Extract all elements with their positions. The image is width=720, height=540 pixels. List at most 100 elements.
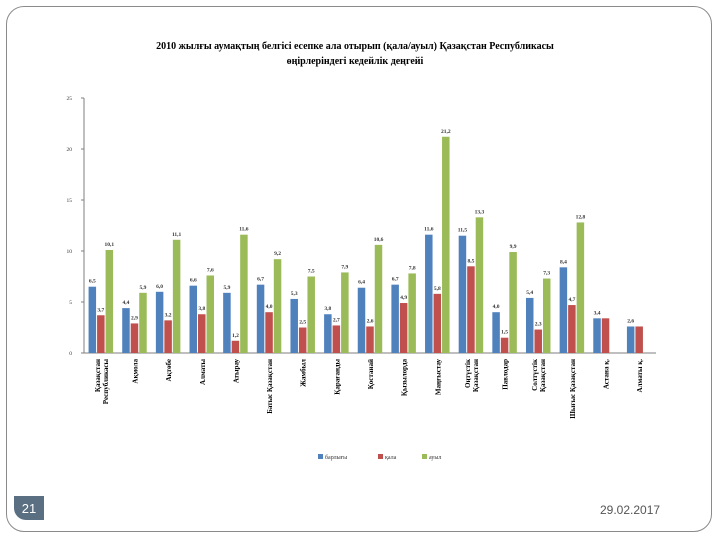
bar-ауыл bbox=[172, 239, 181, 353]
legend-swatch-барлығы bbox=[318, 454, 323, 459]
bar-ауыл bbox=[307, 276, 315, 353]
y-tick-label: 15 bbox=[67, 198, 73, 204]
data-label-қала: 4,9 bbox=[400, 295, 407, 301]
data-label-ауыл: 9,9 bbox=[510, 244, 517, 250]
bar-барлығы bbox=[122, 308, 130, 353]
slide-date: 29.02.2017 bbox=[600, 503, 661, 517]
x-tick-label: Алматы қ. bbox=[636, 359, 644, 393]
x-tick-label-line: Атырау bbox=[232, 359, 240, 384]
bar-ауыл bbox=[542, 278, 551, 353]
data-label-қала: 3,8 bbox=[198, 306, 205, 312]
bar-қала bbox=[500, 337, 509, 353]
bar-қала bbox=[635, 326, 643, 353]
bar-қала bbox=[298, 327, 307, 353]
bar-барлығы bbox=[559, 267, 568, 353]
x-tick-label-line: Қазақстан bbox=[94, 359, 102, 392]
x-tick-label-line: Оңтүстік bbox=[464, 358, 472, 388]
bar-қала bbox=[130, 323, 139, 353]
data-label-ауыл: 10,6 bbox=[374, 237, 384, 243]
data-label-барлығы: 4,4 bbox=[123, 300, 130, 306]
x-tick-label-line: Қызылорда bbox=[401, 359, 409, 397]
legend-label-қала: қала bbox=[385, 455, 397, 461]
data-label-ауыл: 7,6 bbox=[207, 267, 214, 273]
data-label-ауыл: 7,5 bbox=[308, 269, 315, 275]
bar-ауыл bbox=[240, 234, 248, 353]
x-tick-label: Қызылорда bbox=[401, 359, 409, 397]
x-tick-label-line: Батыс Қазақстан bbox=[266, 359, 274, 414]
x-tick-label-line: Маңғыстау bbox=[434, 359, 442, 396]
x-tick-label: Қарағанды bbox=[333, 358, 341, 394]
x-tick-label: Қостанай bbox=[367, 359, 375, 389]
bar-барлығы bbox=[593, 318, 601, 353]
data-label-қала: 5,8 bbox=[434, 286, 441, 292]
bar-барлығы bbox=[324, 314, 332, 353]
bar-ауыл bbox=[442, 136, 450, 353]
data-label-барлығы: 5,9 bbox=[223, 285, 230, 291]
bar-барлығы bbox=[425, 234, 433, 353]
bar-қала bbox=[332, 325, 341, 353]
x-tick-label: Қазақстан Республикасы bbox=[94, 358, 110, 404]
data-label-ауыл: 11,6 bbox=[239, 227, 249, 233]
bar-ауыл bbox=[341, 272, 349, 353]
bar-барлығы bbox=[492, 312, 500, 353]
bar-барлығы bbox=[155, 291, 164, 353]
data-label-қала: 2,6 bbox=[367, 318, 374, 324]
legend-label-барлығы: барлығы bbox=[325, 454, 347, 461]
bar-қала bbox=[601, 318, 610, 353]
x-tick-label-line: Павлодар bbox=[502, 359, 510, 390]
y-tick-label: 10 bbox=[67, 249, 73, 255]
y-tick-label: 20 bbox=[67, 147, 73, 153]
x-tick-label: Батыс Қазақстан bbox=[266, 359, 274, 414]
x-tick-label-line: Солтүстік bbox=[531, 358, 539, 391]
data-label-қала: 8,5 bbox=[468, 258, 475, 264]
bar-қала bbox=[467, 266, 475, 353]
chart-title-line-1: 2010 жылғы аумақтың белгісі есепке ала о… bbox=[156, 41, 554, 52]
data-label-ауыл: 13,3 bbox=[475, 209, 485, 215]
x-tick-label-line: Қазақстан bbox=[539, 359, 547, 392]
data-label-барлығы: 3,4 bbox=[594, 310, 601, 316]
data-label-ауыл: 11,1 bbox=[172, 232, 182, 238]
bar-ауыл bbox=[273, 259, 282, 353]
y-tick-label: 5 bbox=[69, 300, 72, 306]
bar-ауыл bbox=[408, 273, 416, 353]
data-label-барлығы: 2,6 bbox=[627, 318, 634, 324]
data-label-қала: 3,7 bbox=[97, 307, 104, 313]
x-tick-label: Оңтүстік Қазақстан bbox=[464, 358, 480, 392]
bar-ауыл bbox=[139, 292, 147, 353]
data-label-қала: 3,2 bbox=[165, 312, 172, 318]
bar-қала bbox=[433, 293, 442, 353]
chart-title-line-2: өңірлеріндегі кедейлік деңгейі bbox=[287, 56, 424, 67]
data-label-барлығы: 6,4 bbox=[358, 280, 365, 286]
y-tick-label: 0 bbox=[69, 351, 72, 357]
x-tick-label-line: Астана қ. bbox=[603, 359, 611, 389]
x-tick-label: Солтүстік Қазақстан bbox=[531, 358, 547, 392]
data-label-барлығы: 6,6 bbox=[190, 278, 197, 284]
data-label-қала: 1,5 bbox=[501, 330, 508, 336]
bar-барлығы bbox=[256, 284, 265, 353]
data-label-ауыл: 7,3 bbox=[543, 271, 550, 277]
bar-барлығы bbox=[626, 326, 635, 353]
x-tick-label-line: Жамбыл bbox=[300, 359, 308, 387]
bar-барлығы bbox=[88, 286, 97, 353]
data-label-қала: 2,7 bbox=[333, 317, 340, 323]
x-tick-label: Астана қ. bbox=[603, 359, 611, 389]
data-label-барлығы: 4,0 bbox=[493, 304, 500, 310]
x-tick-label-line: Ақтөбе bbox=[165, 359, 173, 382]
x-tick-label: Жамбыл bbox=[300, 359, 308, 387]
bar-барлығы bbox=[391, 284, 399, 353]
data-label-қала: 4,0 bbox=[266, 304, 273, 310]
x-tick-label-line: Ақмола bbox=[131, 359, 139, 384]
bar-ауыл bbox=[509, 252, 517, 353]
data-label-барлығы: 6,0 bbox=[156, 284, 163, 290]
data-label-қала: 4,7 bbox=[568, 297, 575, 303]
data-label-ауыл: 9,2 bbox=[274, 251, 281, 257]
x-tick-label: Ақтөбе bbox=[165, 359, 173, 382]
bar-қала bbox=[534, 329, 542, 353]
bar-қала bbox=[231, 340, 240, 353]
data-label-барлығы: 6,5 bbox=[89, 279, 96, 285]
x-tick-label-line: Шығыс Қазақстан bbox=[569, 359, 577, 419]
y-tick-label: 25 bbox=[67, 96, 73, 102]
bar-ауыл bbox=[576, 222, 585, 353]
legend-swatch-қала bbox=[378, 454, 383, 459]
